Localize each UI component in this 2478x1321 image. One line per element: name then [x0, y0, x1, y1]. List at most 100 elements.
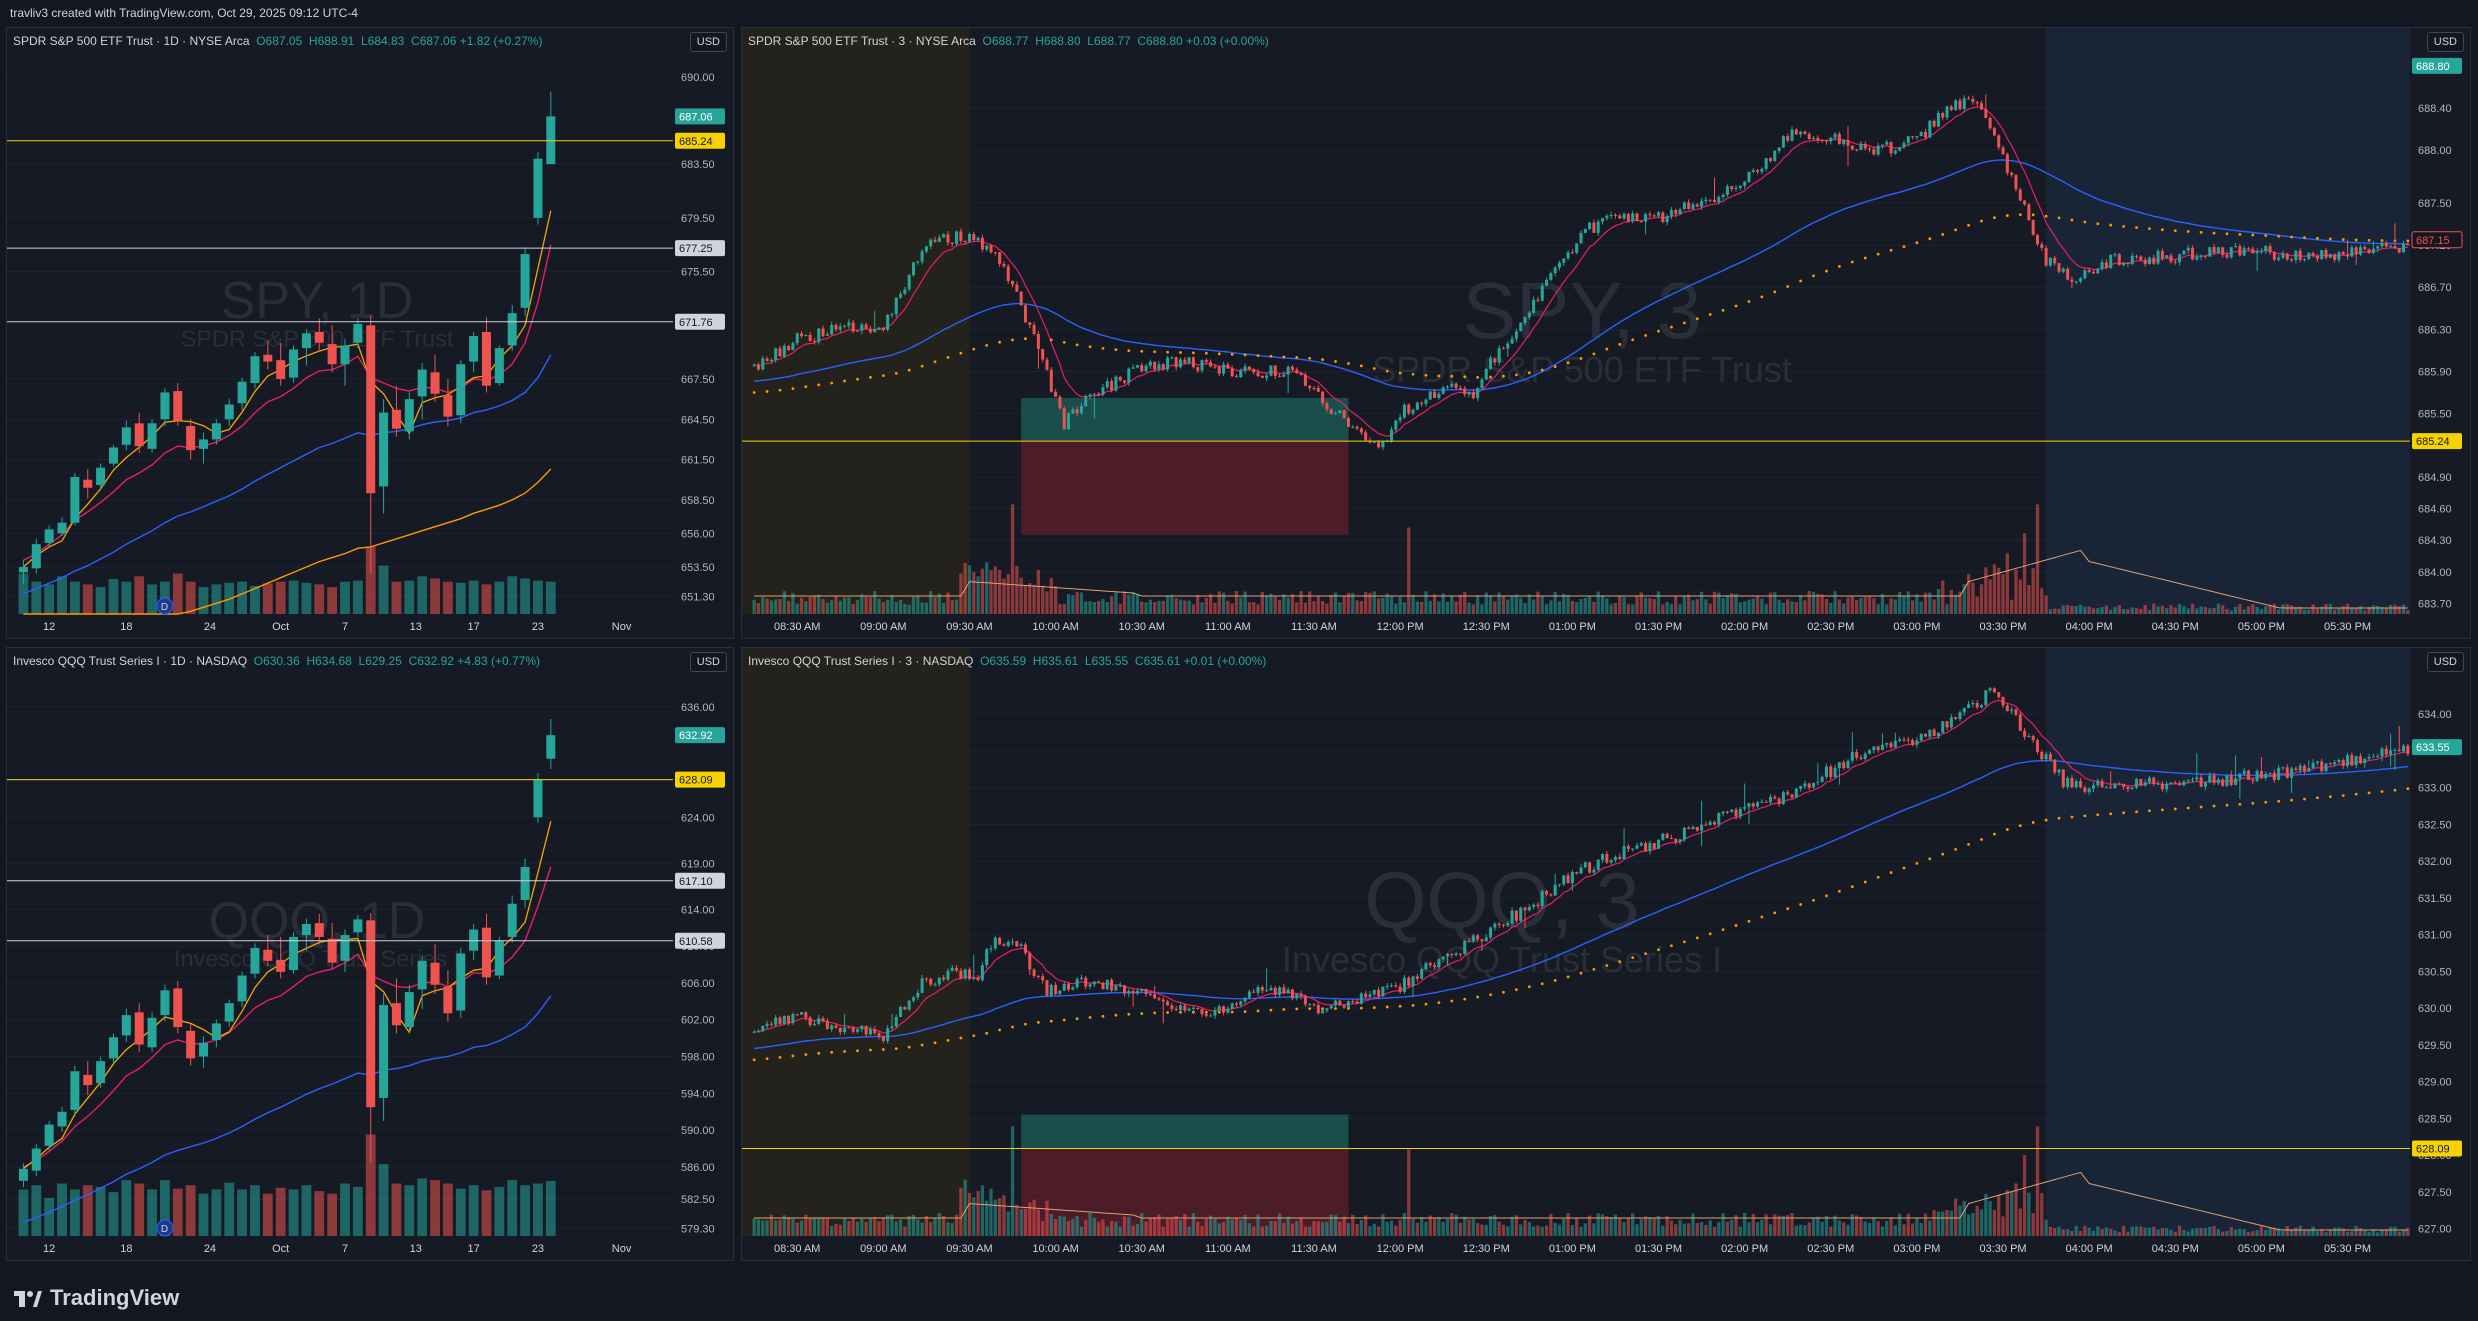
candle: [2023, 200, 2027, 206]
candle-body: [838, 326, 842, 330]
volume-bar: [1109, 596, 1114, 614]
candle-body: [2229, 247, 2233, 258]
candle: [1540, 282, 1544, 302]
volume-bar: [1153, 602, 1157, 614]
candle-body: [1256, 987, 1260, 993]
volume-bar: [976, 576, 980, 614]
volume-bar: [1144, 602, 1148, 614]
candle-body: [1454, 383, 1458, 389]
volume-bar: [1618, 1218, 1622, 1236]
volume-bar: [520, 1185, 530, 1236]
vwap-dot: [920, 1043, 924, 1047]
volume-bar: [1984, 1193, 1988, 1236]
candle: [1605, 850, 1609, 865]
candle: [237, 971, 247, 1007]
volume-bar: [1183, 600, 1187, 614]
price-label-text: 687.06: [679, 111, 713, 123]
candle: [96, 1056, 106, 1088]
candle-body: [1906, 739, 1910, 741]
volume-bar: [391, 581, 402, 614]
qqq-3min-pane[interactable]: Invesco QQQ Trust Series I · 3 · NASDAQ …: [741, 647, 2471, 1261]
candle-body: [1015, 284, 1019, 292]
currency-button[interactable]: USD: [2426, 32, 2464, 52]
candle: [1954, 716, 1958, 720]
candle-body: [2354, 247, 2358, 255]
candle-body: [160, 990, 170, 1016]
volume-bar: [1639, 592, 1643, 614]
vwap-dot: [1721, 928, 1725, 932]
candle: [1084, 394, 1088, 407]
volume-bar: [765, 598, 769, 614]
candle: [2371, 240, 2375, 255]
candle-body: [1768, 158, 1772, 162]
candle-body: [1635, 845, 1639, 849]
volume-bar: [2380, 606, 2384, 614]
currency-button[interactable]: USD: [2426, 652, 2464, 672]
candle: [1984, 94, 1988, 119]
vwap-dot: [2044, 818, 2048, 822]
vwap-dot: [1618, 342, 1622, 346]
volume-bar: [1678, 1219, 1682, 1236]
candle: [1794, 787, 1798, 799]
tradingview-logo[interactable]: TradingView: [14, 1285, 179, 1311]
candle-body: [2152, 777, 2156, 785]
candle: [2182, 780, 2186, 787]
price-tick-label: 688.40: [2418, 103, 2452, 115]
candle-body: [959, 970, 963, 979]
candle-body: [1846, 760, 1850, 769]
time-axis: 12 18 24 Oct 7 13 17 23 Nov: [43, 1243, 632, 1255]
currency-button[interactable]: USD: [689, 652, 727, 672]
volume-bar: [1282, 1222, 1286, 1236]
volume-bar: [2117, 605, 2121, 614]
candle: [2290, 257, 2294, 263]
candle: [2001, 145, 2005, 155]
candle: [2014, 174, 2018, 192]
volume-bar: [997, 1198, 1002, 1236]
candle-body: [1712, 199, 1717, 202]
candle: [1519, 321, 1523, 332]
currency-button[interactable]: USD: [689, 32, 727, 52]
volume-bar: [1053, 1219, 1058, 1236]
spy-daily-pane[interactable]: SPDR S&P 500 ETF Trust · 1D · NYSE Arca …: [6, 27, 734, 639]
volume-bar: [2363, 610, 2367, 614]
time-tick-label: 13: [410, 1243, 422, 1255]
candle: [2053, 758, 2057, 775]
volume-bar: [404, 580, 415, 614]
time-tick-label: 02:30 PM: [1807, 1243, 1854, 1255]
spy-3min-pane[interactable]: SPDR S&P 500 ETF Trust · 3 · NYSE Arca O…: [741, 27, 2471, 639]
candle-body: [2104, 262, 2108, 268]
candle-body: [1385, 441, 1389, 443]
volume-bar: [838, 600, 842, 614]
vwap-dot: [1334, 1007, 1337, 1010]
candle: [2195, 753, 2199, 782]
volume-bar: [1411, 1218, 1415, 1236]
candle-body: [2328, 763, 2332, 765]
symbol-legend: Invesco QQQ Trust Series I · 3 · NASDAQ …: [748, 654, 1267, 668]
volume-bar: [860, 594, 864, 614]
candle-body: [31, 1148, 41, 1171]
volume-bar: [2208, 608, 2212, 614]
qqq-daily-pane[interactable]: Invesco QQQ Trust Series I · 1D · NASDAQ…: [6, 647, 734, 1261]
candle: [1067, 981, 1071, 992]
volume-bar: [1721, 598, 1725, 614]
candle-body: [546, 116, 556, 165]
vwap-dot: [1721, 308, 1725, 312]
time-tick-label: 17: [468, 1243, 480, 1255]
candle: [1226, 1006, 1230, 1015]
time-tick-label: 05:30 PM: [2324, 621, 2371, 633]
volume-bar: [1902, 595, 1906, 614]
volume-bar: [1687, 594, 1691, 614]
candle-body: [1377, 989, 1381, 997]
volume-bar: [2294, 606, 2298, 614]
volume-bar: [903, 603, 907, 614]
volume-bar: [301, 582, 312, 614]
price-tick-label: 679.50: [681, 213, 715, 225]
volume-bar: [1118, 1226, 1122, 1236]
volume-bar: [1109, 1221, 1114, 1236]
candle: [1420, 967, 1424, 980]
candle: [937, 977, 941, 987]
